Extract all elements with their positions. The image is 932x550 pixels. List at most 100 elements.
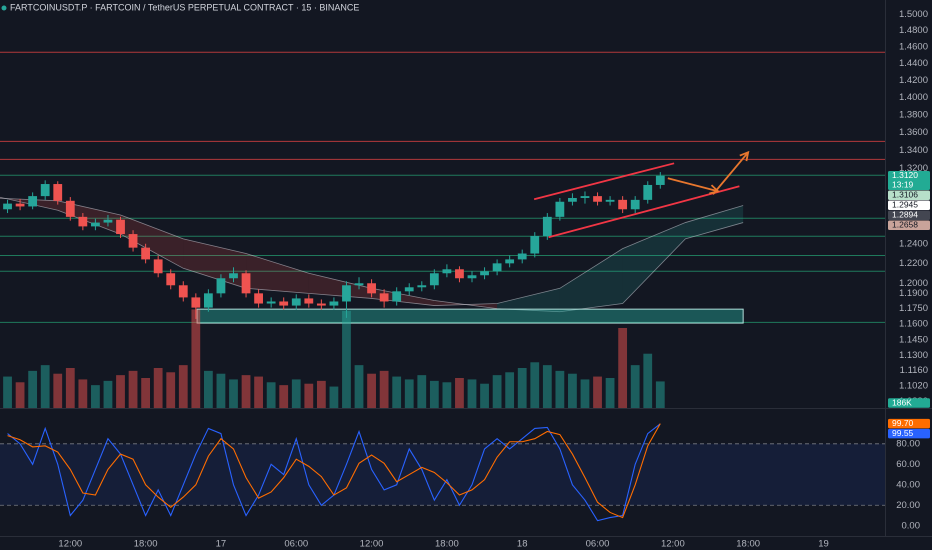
volume-bar xyxy=(505,372,515,408)
volume-bar xyxy=(618,328,628,408)
candle-body xyxy=(555,201,565,217)
y-tick-label: 1.1450 xyxy=(899,334,928,345)
y-tick-label: 1.4600 xyxy=(899,41,928,52)
candle-body xyxy=(618,199,628,210)
stoch-tick-label: 0.00 xyxy=(902,520,921,531)
y-tick-label: 1.1300 xyxy=(899,350,928,361)
price-tag xyxy=(888,398,930,408)
volume-bar xyxy=(404,379,414,408)
volume-bar xyxy=(3,376,12,408)
y-tick-label: 1.4400 xyxy=(899,58,928,69)
volume-bar xyxy=(593,376,602,408)
x-tick-label: 18:00 xyxy=(736,539,760,550)
price-tag-label: 1.3106 xyxy=(892,190,918,200)
cloud-fill xyxy=(559,248,623,312)
y-tick-label: 1.1750 xyxy=(899,303,928,314)
candle-body xyxy=(91,222,100,227)
y-tick-label: 1.1900 xyxy=(899,288,928,299)
chart-title: FARTCOINUSDT.P · FARTCOIN / TetherUS PER… xyxy=(10,2,359,12)
volume-bar xyxy=(492,375,502,408)
y-tick-label: 1.4200 xyxy=(899,75,928,86)
volume-bar xyxy=(605,378,615,408)
cloud-fill xyxy=(308,273,372,299)
candle-body xyxy=(404,287,414,292)
price-tag xyxy=(888,170,930,190)
volume-bar xyxy=(304,383,314,408)
candle-body xyxy=(354,283,364,286)
volume-bar xyxy=(53,373,63,408)
drawing-line xyxy=(533,162,675,201)
candle-body xyxy=(15,203,25,207)
candle-body xyxy=(178,285,188,298)
price-tag-label: 99.70 xyxy=(892,418,914,428)
volume-bar xyxy=(455,378,464,408)
volume-bar xyxy=(342,310,351,408)
volume-bar xyxy=(153,368,163,408)
volume-bar xyxy=(329,386,339,408)
candle-body xyxy=(630,199,640,210)
x-tick-label: 06:00 xyxy=(586,539,610,550)
candle-body xyxy=(455,269,464,279)
price-tag xyxy=(888,428,930,439)
candle-body xyxy=(467,275,477,279)
candle-body xyxy=(492,263,502,272)
x-tick-label: 18 xyxy=(517,539,528,550)
candle-body xyxy=(367,283,376,294)
candle-body xyxy=(3,203,12,210)
volume-bar xyxy=(542,365,552,408)
price-tag xyxy=(888,418,930,429)
candle-body xyxy=(254,293,263,304)
stoch-d-line xyxy=(7,423,661,519)
y-tick-label: 1.1600 xyxy=(899,319,928,330)
demand-zone xyxy=(196,308,744,324)
candle-body xyxy=(116,219,125,235)
volume-bar xyxy=(254,376,263,408)
stoch-tick-label: 80.00 xyxy=(896,438,920,449)
candle-body xyxy=(65,200,75,217)
price-tag-label: 99.55 xyxy=(892,428,914,438)
candle-body xyxy=(568,197,577,202)
y-tick-label: 1.4000 xyxy=(899,92,928,103)
candle-body xyxy=(28,196,38,207)
volume-bar xyxy=(467,379,477,408)
candle-body xyxy=(429,273,439,286)
y-tick-label: 1.4800 xyxy=(899,25,928,36)
volume-bar xyxy=(241,375,251,408)
cloud-fill xyxy=(120,214,184,269)
volume-bar xyxy=(630,365,640,408)
y-tick-label: 1.3800 xyxy=(899,109,928,120)
candle-body xyxy=(517,253,527,260)
volume-bar xyxy=(354,365,364,408)
candle-body xyxy=(542,216,552,237)
volume-bar xyxy=(442,382,452,408)
volume-bar xyxy=(166,372,176,408)
y-tick-label: 1.3400 xyxy=(899,145,928,156)
y-tick-label: 1.2000 xyxy=(899,278,928,289)
price-tag xyxy=(888,190,930,200)
volume-bar xyxy=(429,380,439,408)
volume-bar xyxy=(65,368,75,408)
candle-body xyxy=(53,184,63,201)
volume-bar xyxy=(191,309,201,408)
candle-body xyxy=(417,285,427,288)
candle-body xyxy=(304,298,314,304)
y-tick-label: 1.5000 xyxy=(899,9,928,20)
price-tag-label: 1.2894 xyxy=(892,210,918,220)
stoch-tick-label: 40.00 xyxy=(896,479,920,490)
candle-body xyxy=(329,301,339,306)
candle-body xyxy=(216,278,226,294)
volume-bar xyxy=(28,370,38,408)
candle-body xyxy=(241,273,251,294)
candle-body xyxy=(203,293,213,308)
volume-bar xyxy=(266,382,276,408)
x-tick-label: 18:00 xyxy=(134,539,158,550)
price-tag xyxy=(888,200,930,210)
volume-bar xyxy=(580,379,590,408)
candle-body xyxy=(505,259,515,264)
volume-bar xyxy=(568,373,577,408)
volume-bar xyxy=(392,376,402,408)
candle-body xyxy=(342,285,351,302)
y-tick-label: 1.3600 xyxy=(899,127,928,138)
